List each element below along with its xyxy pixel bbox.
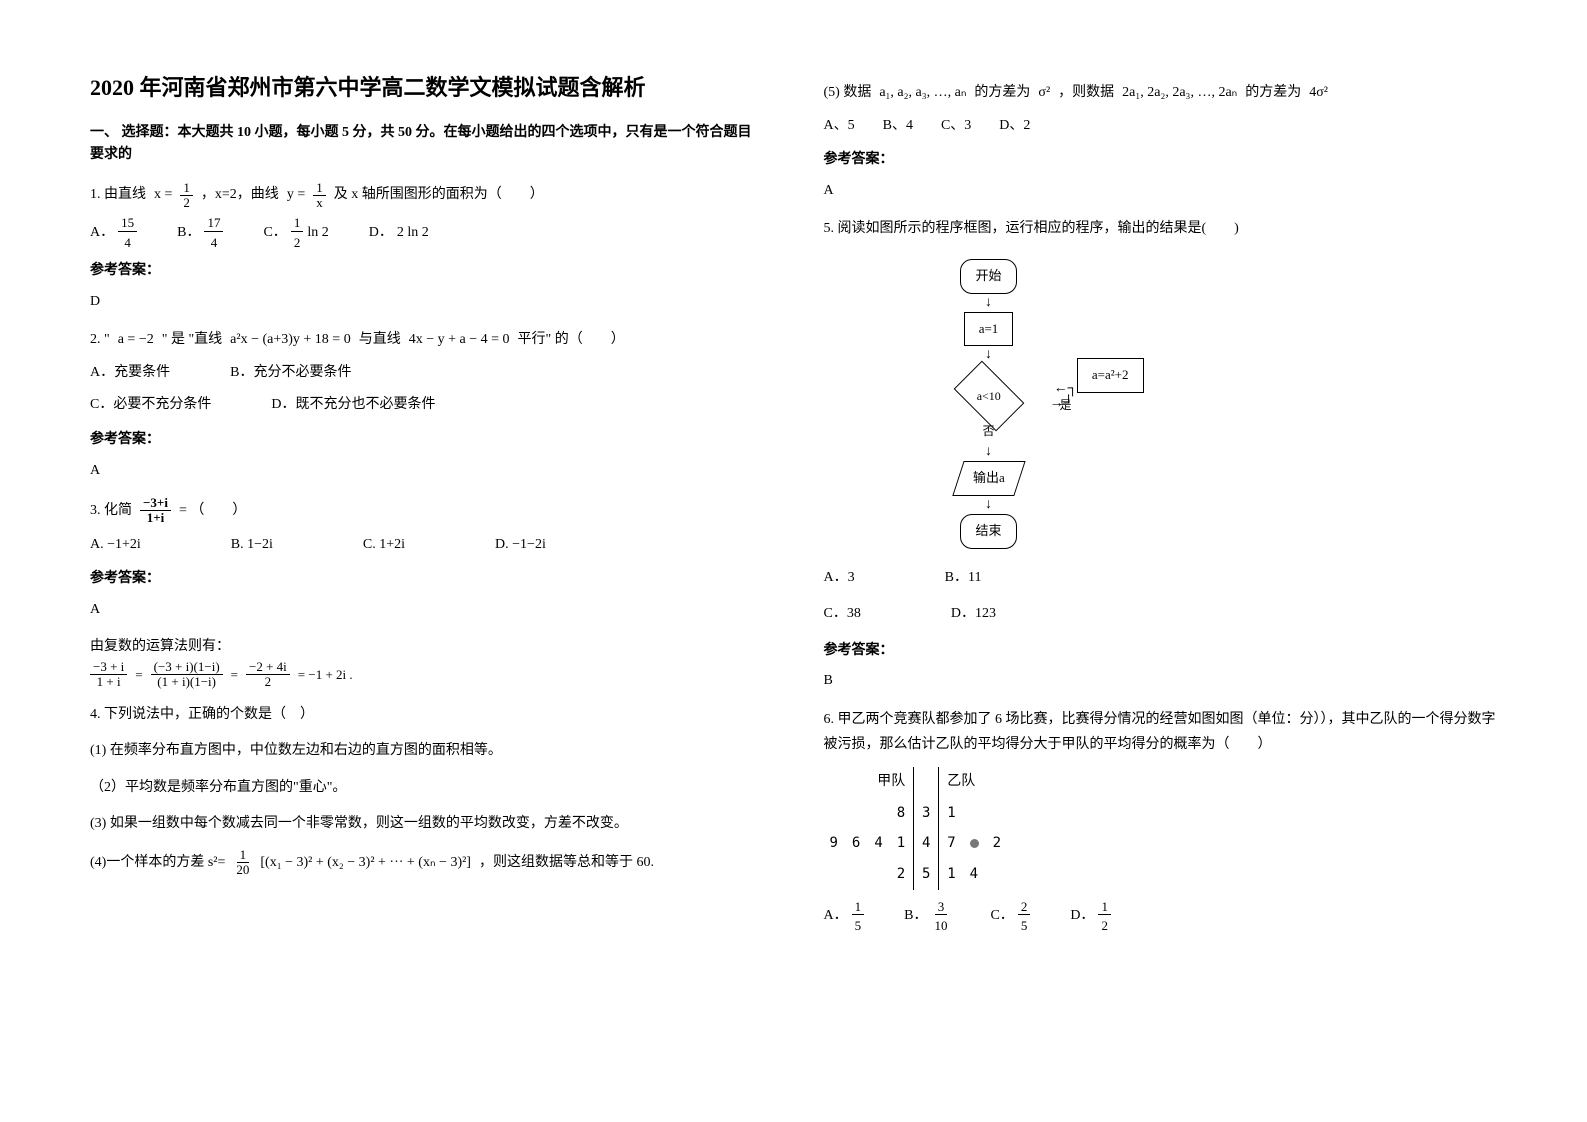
question-2: 2. " a = −2 " 是 "直线 a²x − (a+3)y + 18 = …	[90, 327, 764, 484]
q1-frac-y: 1 x	[313, 181, 326, 211]
question-4-cont: (5) 数据 a₁, a₂, a₃, …, aₙ 的方差为 σ² ，则数据 2a…	[824, 80, 1498, 204]
flowchart: 开始 ↓ a=1 ↓ a=a²+2 ←┐ a<10 是 →┘ 否	[924, 259, 1498, 549]
smudge-dot	[970, 839, 979, 848]
fc-start: 开始	[960, 259, 1016, 294]
section-heading: 一、 选择题：本大题共 10 小题，每小题 5 分，共 50 分。在每小题给出的…	[90, 122, 764, 167]
question-5: 5. 阅读如图所示的程序框图，运行相应的程序，输出的结果是( ) 开始 ↓ a=…	[824, 216, 1498, 695]
q1-frac-x: 1 2	[180, 181, 193, 211]
q6-options: A．15 B．310 C．25 D．12	[824, 900, 1498, 934]
question-1: 1. 由直线 x = 1 2 ，x=2，曲线 y = 1 x 及 x 轴所围图形…	[90, 181, 764, 315]
fc-end: 结束	[960, 514, 1016, 549]
stem-leaf-plot: 甲队 乙队 8 3 1 9 6 4 1 4 7 2 2 5 1 4	[824, 767, 1008, 889]
q1-xeq: x =	[154, 182, 172, 209]
left-column: 2020 年河南省郑州市第六中学高二数学文模拟试题含解析 一、 选择题：本大题共…	[90, 70, 764, 1082]
fc-output: 输出a	[952, 461, 1025, 496]
question-3: 3. 化简 −3+i 1+i = （ ） A. −1+2i B. 1−2i C.…	[90, 496, 764, 690]
page-title: 2020 年河南省郑州市第六中学高二数学文模拟试题含解析	[90, 70, 764, 102]
q1-answer: D	[90, 289, 764, 316]
fc-init: a=1	[964, 312, 1014, 347]
right-column: (5) 数据 a₁, a₂, a₃, …, aₙ 的方差为 σ² ，则数据 2a…	[824, 70, 1498, 1082]
q1-mid: ，x=2，曲线	[201, 182, 279, 209]
answer-label: 参考答案：	[90, 258, 764, 285]
q1-post: 及 x 轴所围图形的面积为（ ）	[334, 182, 544, 209]
question-6: 6. 甲乙两个竞赛队都参加了 6 场比赛，比赛得分情况的经营如图如图（单位：分）…	[824, 707, 1498, 933]
q1-options: A．154 B．174 C．12ln 2 D．2 ln 2	[90, 216, 764, 250]
question-4: 4. 下列说法中，正确的个数是（ ） (1) 在频率分布直方图中，中位数左边和右…	[90, 702, 764, 878]
q1-text: 1. 由直线	[90, 182, 146, 209]
q1-yeq: y =	[287, 182, 305, 209]
fc-step: a=a²+2	[1077, 358, 1144, 393]
